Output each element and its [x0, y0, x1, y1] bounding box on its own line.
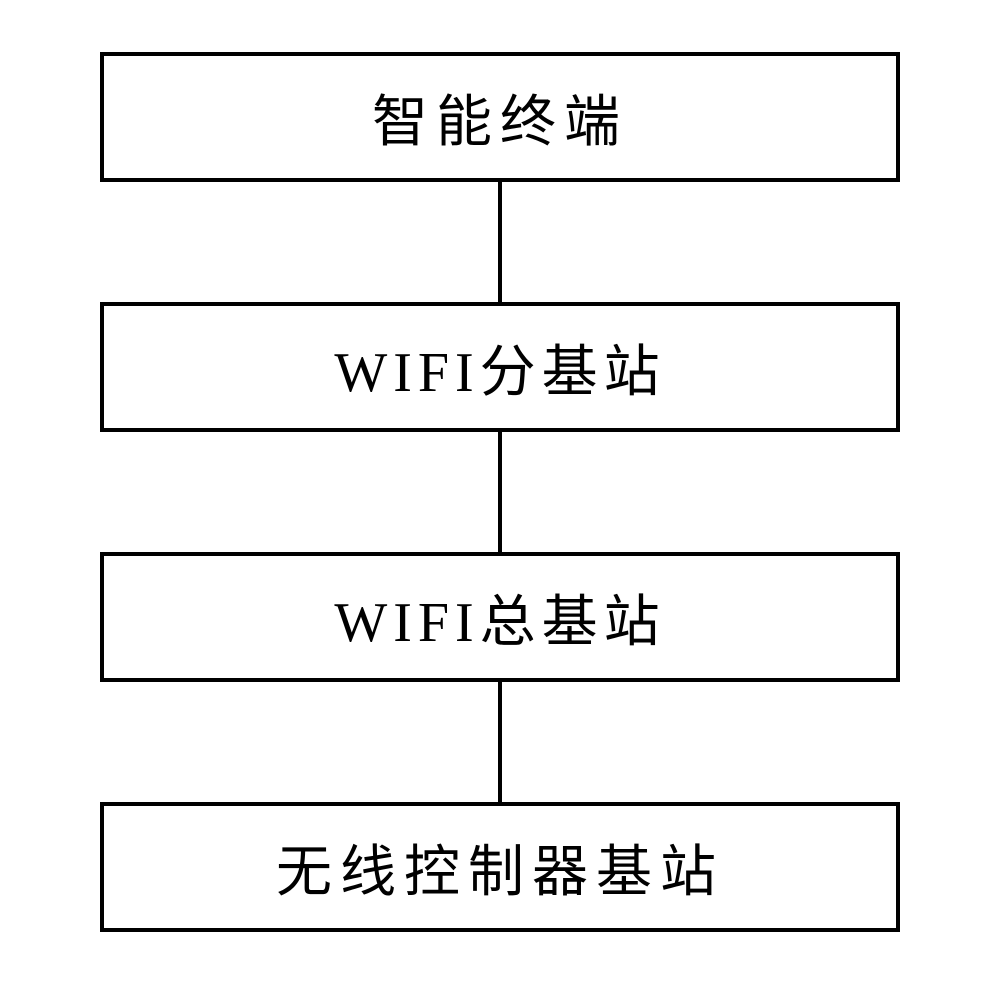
connector-2-3	[498, 432, 502, 552]
node-wireless-controller-station: 无线控制器基站	[100, 802, 900, 932]
node-label: WIFI总基站	[334, 577, 665, 658]
node-label: 智能终端	[372, 77, 628, 158]
flowchart-diagram: 智能终端 WIFI分基站 WIFI总基站 无线控制器基站	[100, 52, 900, 932]
connector-1-2	[498, 182, 502, 302]
node-label: WIFI分基站	[334, 327, 665, 408]
node-wifi-sub-station: WIFI分基站	[100, 302, 900, 432]
connector-3-4	[498, 682, 502, 802]
node-label: 无线控制器基站	[276, 827, 724, 908]
node-smart-terminal: 智能终端	[100, 52, 900, 182]
node-wifi-main-station: WIFI总基站	[100, 552, 900, 682]
